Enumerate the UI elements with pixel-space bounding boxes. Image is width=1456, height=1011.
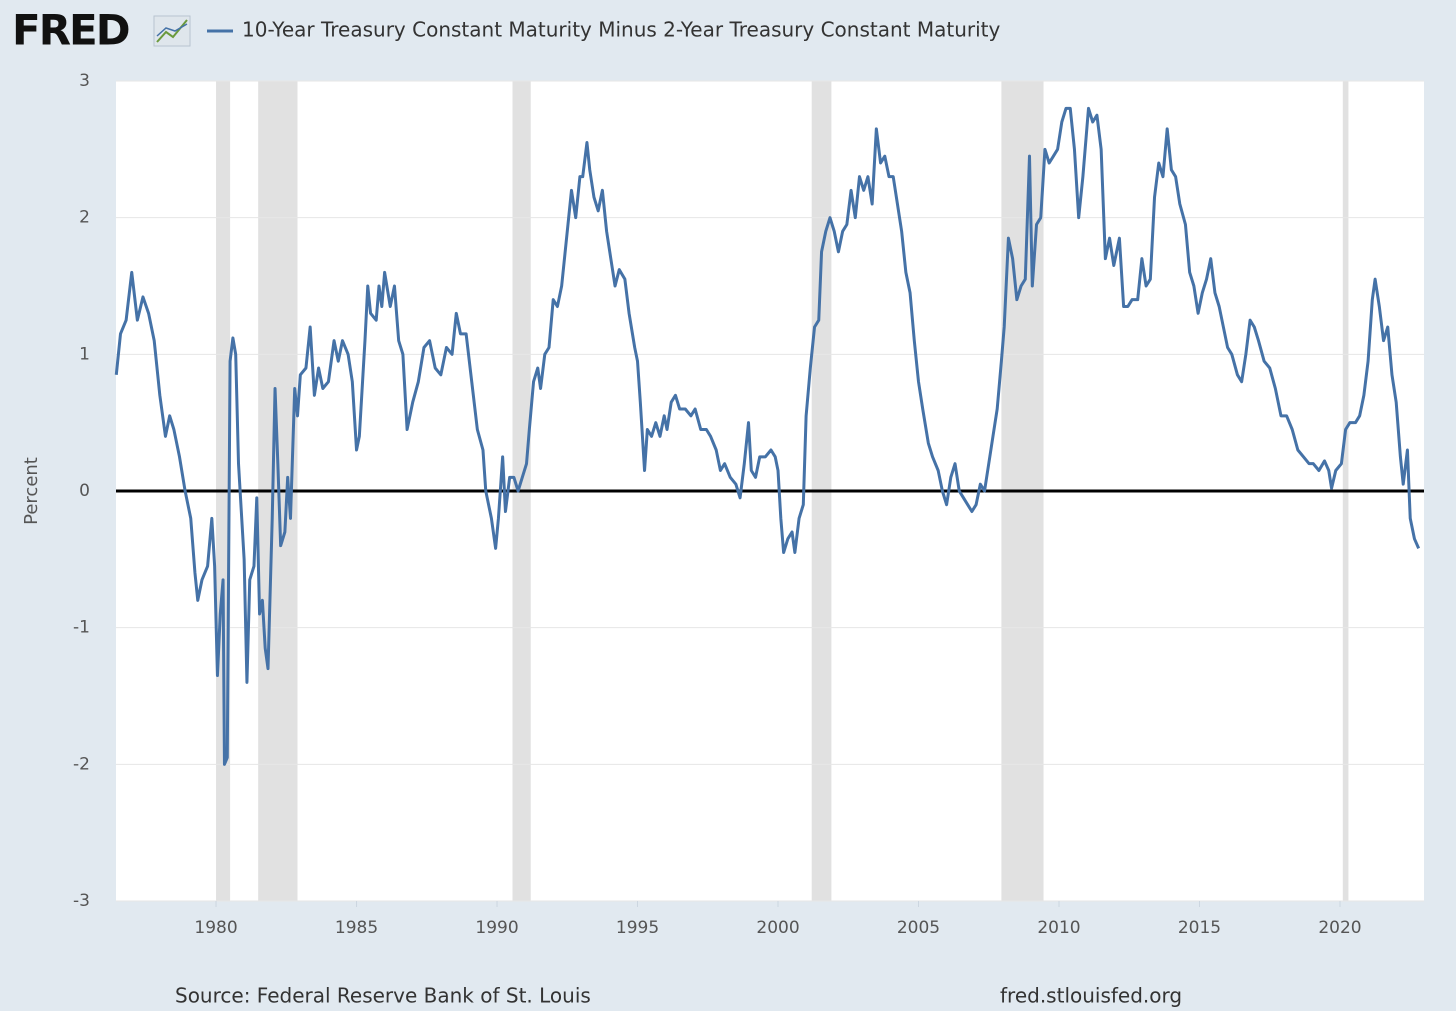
y-tick-label: 3 [79,71,90,91]
x-tick-label: 2000 [756,918,799,938]
y-tick-label: -2 [73,754,90,774]
x-tick-label: 1995 [616,918,659,938]
x-tick-label: 1985 [335,918,378,938]
legend-label: 10-Year Treasury Constant Maturity Minus… [242,18,1001,42]
y-tick-label: 1 [79,344,90,364]
x-tick-label: 2015 [1178,918,1221,938]
x-tick-label: 1990 [475,918,518,938]
x-tick-label: 2010 [1037,918,1080,938]
y-tick-label: 2 [79,208,90,228]
y-axis-label: Percent [21,457,42,525]
x-tick-label: 2005 [897,918,940,938]
x-tick-label: 2020 [1318,918,1361,938]
logo-icon [153,15,191,47]
url: fred.stlouisfed.org [1000,984,1182,1008]
logo: FRED [12,6,129,55]
y-tick-label: 0 [79,481,90,501]
series-line [114,106,1421,766]
y-tick-label: -3 [73,891,90,911]
y-tick-label: -1 [73,618,90,638]
x-tick-label: 1980 [194,918,237,938]
source: Source: Federal Reserve Bank of St. Loui… [175,984,591,1008]
